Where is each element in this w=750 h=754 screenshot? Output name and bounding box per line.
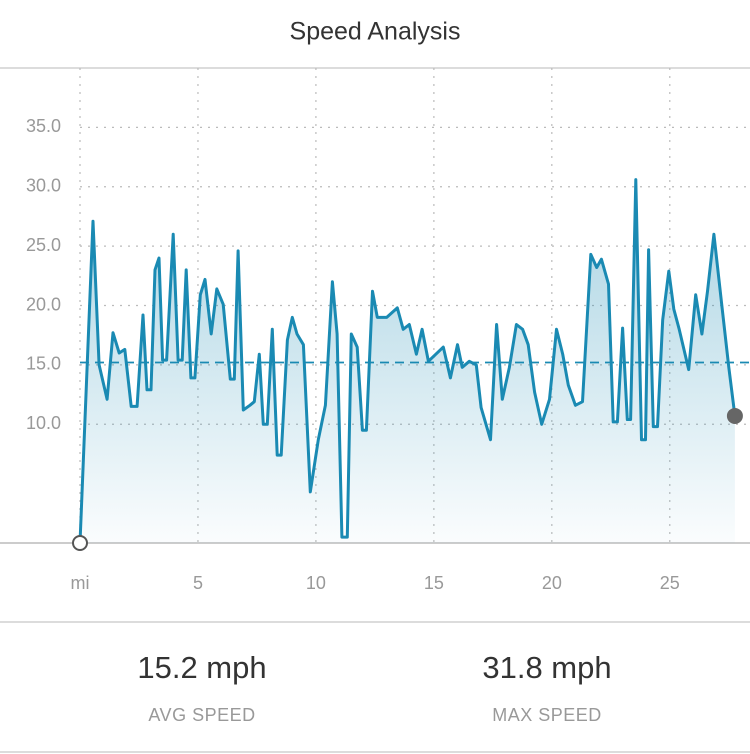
stat-label: AVG SPEED: [148, 705, 255, 725]
end-point: [726, 407, 743, 424]
x-tick-label: 20: [542, 573, 562, 593]
y-tick-label: 30.0: [26, 176, 61, 196]
chart: 10.0 15.0 20.0 25.0 30.0 35.0 mi 5 10 15 20 25: [0, 68, 750, 593]
y-tick-label: 20.0: [26, 294, 61, 314]
start-point: [72, 535, 88, 551]
title: Speed Analysis: [290, 18, 461, 46]
x-tick-label: 25: [660, 573, 680, 593]
stat-value: 15.2 mph: [137, 650, 266, 685]
x-tick-label: 15: [424, 573, 444, 593]
y-tick-label: 25.0: [26, 235, 61, 255]
x-tick-label: mi: [71, 573, 90, 593]
speed-area: [80, 179, 735, 543]
stat-label: MAX SPEED: [492, 705, 602, 725]
stat-value: 31.8 mph: [482, 650, 611, 685]
speed-line: [78, 178, 737, 544]
x-tick-label: 10: [306, 573, 326, 593]
y-tick-label: 35.0: [26, 116, 61, 136]
x-tick-label: 5: [193, 573, 203, 593]
y-tick-label: 15.0: [26, 354, 61, 374]
y-tick-label: 10.0: [26, 413, 61, 433]
